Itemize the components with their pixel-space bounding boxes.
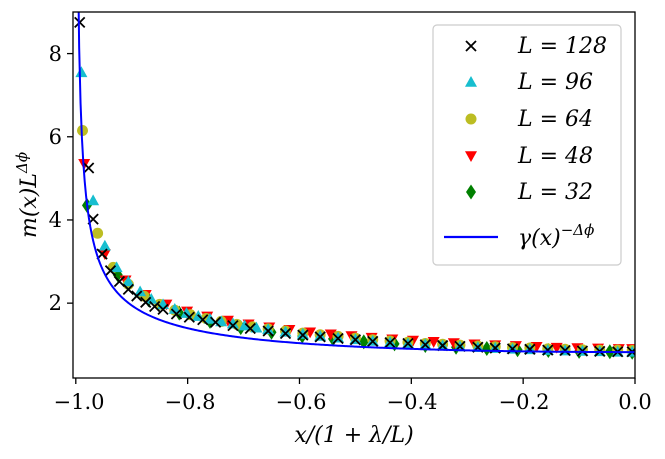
y-axis-label-exponent: Δϕ	[13, 152, 31, 174]
y-axis-label-base: m(x)L	[17, 173, 42, 238]
legend-curve-base: γ(x)	[518, 226, 561, 251]
x-tick-label: −0.6	[276, 390, 327, 414]
data-point	[122, 283, 134, 296]
y-tick-labels: 2 4 6 8	[49, 42, 62, 315]
data-point	[262, 323, 275, 335]
data-point	[542, 344, 554, 356]
data-point	[402, 337, 414, 350]
legend-label-L96: L = 96	[517, 70, 593, 95]
data-point	[262, 325, 274, 337]
legend-label-L32: L = 32	[517, 180, 593, 205]
axis-ticks	[67, 52, 636, 384]
data-point	[180, 307, 193, 318]
legend-marker	[466, 184, 476, 200]
data-point	[110, 261, 123, 273]
data-point	[279, 325, 292, 337]
data-point	[104, 265, 117, 277]
data-point	[419, 339, 431, 351]
data-point	[92, 227, 104, 239]
data-point	[279, 327, 292, 340]
data-point	[134, 285, 147, 297]
data-point	[145, 292, 158, 304]
legend-label-L48: L = 48	[517, 144, 593, 169]
legend-label-L64: L = 64	[517, 107, 593, 132]
x-tick-label: −0.4	[387, 390, 438, 414]
legend-marker	[465, 40, 477, 52]
data-point	[204, 312, 217, 324]
data-point	[98, 239, 111, 251]
y-tick-label: 2	[49, 291, 62, 315]
data-point	[140, 296, 152, 308]
data-point	[332, 332, 344, 345]
data-point	[226, 317, 239, 329]
data-point	[559, 344, 571, 357]
data-point	[131, 290, 143, 302]
data-point	[324, 329, 337, 341]
data-point	[314, 329, 327, 341]
data-point	[349, 334, 362, 346]
data-point	[98, 249, 111, 261]
data-point	[75, 66, 88, 78]
x-axis-label: x/(1 + λ/L)	[294, 423, 413, 448]
data-point	[227, 319, 239, 332]
data-point	[332, 331, 345, 343]
x-tick-label: 0.0	[618, 390, 651, 414]
data-point	[83, 162, 95, 174]
data-point	[168, 302, 181, 314]
legend-marker	[465, 113, 477, 125]
data-point	[149, 300, 161, 313]
data-point	[367, 335, 379, 348]
data-point	[215, 315, 228, 327]
fit-curve-line	[77, 12, 635, 354]
legend-marker	[465, 76, 477, 87]
data-point	[384, 337, 396, 349]
data-point	[238, 319, 251, 331]
series-L128	[74, 16, 635, 358]
x-tick-label: −0.8	[165, 390, 216, 414]
data-point	[250, 321, 263, 333]
y-tick-label: 4	[49, 208, 62, 232]
data-point	[87, 194, 100, 206]
y-axis-label: m(x)LΔϕ	[13, 152, 42, 238]
data-point	[197, 314, 209, 326]
x-tick-label: −1.0	[54, 390, 105, 414]
data-point	[314, 331, 326, 343]
legend-curve-exponent: −Δϕ	[561, 221, 595, 239]
data-point	[157, 303, 169, 316]
data-point	[427, 337, 440, 348]
legend-marker	[465, 151, 477, 162]
y-tick-label: 8	[49, 42, 62, 66]
data-point	[209, 316, 222, 328]
data-point	[122, 275, 135, 287]
data-point	[524, 343, 536, 355]
plot-marks	[74, 12, 635, 360]
data-point	[297, 329, 309, 341]
x-tick-label: −0.2	[499, 390, 550, 414]
legend-label-curve: γ(x)−Δϕ	[518, 221, 594, 251]
legend-label-L128: L = 128	[517, 34, 607, 59]
data-point	[170, 308, 183, 320]
y-tick-label: 6	[49, 125, 62, 149]
data-point	[183, 311, 195, 323]
data-point	[113, 275, 126, 288]
legend-markers	[444, 40, 498, 239]
data-point	[244, 322, 256, 335]
data-point	[550, 342, 563, 354]
x-tick-labels: −1.0 −0.8 −0.6 −0.4 −0.2 0.0	[54, 390, 652, 414]
axes-frame	[72, 11, 636, 379]
data-point	[481, 340, 492, 356]
legend: L = 128 L = 96 L = 64 L = 48 L = 32 γ(x)…	[432, 24, 622, 266]
data-point	[296, 327, 309, 339]
legend-box	[432, 24, 622, 266]
data-point	[358, 334, 369, 350]
